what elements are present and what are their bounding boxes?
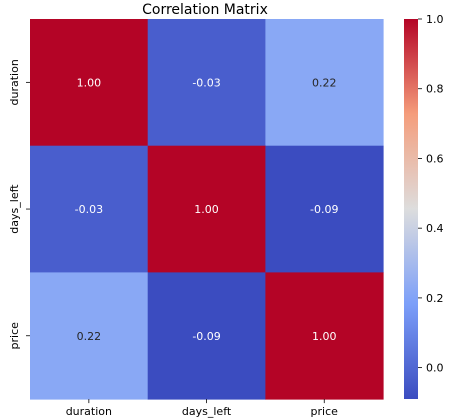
colorbar-tick-label: 1.0: [426, 13, 444, 26]
heatmap-cells: [30, 19, 384, 400]
cell-annotation: -0.03: [192, 76, 220, 89]
chart-title: Correlation Matrix: [142, 2, 268, 18]
cell-annotation: -0.09: [310, 203, 338, 216]
heatmap-cell: [265, 145, 384, 273]
y-tick-label: price: [8, 322, 21, 350]
heatmap-cell: [147, 19, 266, 147]
colorbar-ticks: 0.0 0.2 0.4 0.6 0.8 1.0: [418, 13, 444, 375]
cell-annotation: 1.00: [77, 76, 102, 89]
heatmap-cell: [265, 19, 384, 147]
colorbar-tick-label: 0.4: [426, 222, 444, 235]
colorbar: [404, 19, 418, 399]
heatmap-cell: [30, 272, 149, 400]
colorbar-tick-label: 0.0: [426, 362, 444, 375]
x-tick-label: duration: [66, 405, 112, 418]
y-tick-label: duration: [8, 59, 21, 105]
cell-annotation: 0.22: [312, 76, 337, 89]
colorbar-tick-label: 0.8: [426, 83, 444, 96]
heatmap-cell: [30, 19, 149, 147]
cell-annotation: 1.00: [312, 330, 337, 343]
heatmap-cell: [30, 145, 149, 273]
cell-annotation: 0.22: [77, 330, 102, 343]
x-axis: duration days_left price: [66, 399, 338, 418]
x-tick-label: price: [311, 405, 339, 418]
cell-annotation: -0.03: [75, 203, 103, 216]
y-tick-label: days_left: [8, 184, 21, 234]
heatmap-cell: [265, 272, 384, 400]
colorbar-tick-label: 0.6: [426, 152, 444, 165]
heatmap-cell: [147, 272, 266, 400]
heatmap-annotations: 1.00 -0.03 0.22 -0.03 1.00 -0.09 0.22 -0.09 1.00: [75, 76, 339, 342]
heatmap-cell: [147, 145, 266, 273]
cell-annotation: -0.09: [192, 330, 220, 343]
x-tick-label: days_left: [182, 405, 232, 418]
colorbar-tick-label: 0.2: [426, 292, 444, 305]
cell-annotation: 1.00: [194, 203, 219, 216]
